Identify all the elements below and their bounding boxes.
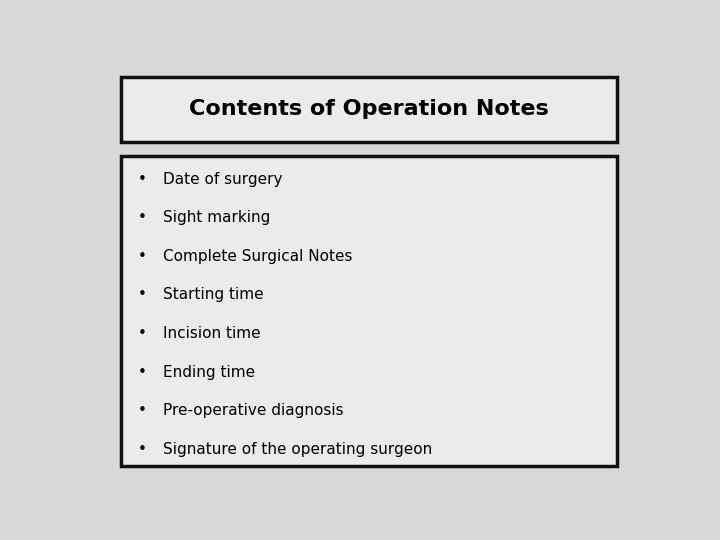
- Text: •: •: [138, 326, 146, 341]
- Text: Date of surgery: Date of surgery: [163, 172, 282, 187]
- Text: •: •: [138, 403, 146, 418]
- Text: •: •: [138, 249, 146, 264]
- Text: Ending time: Ending time: [163, 364, 255, 380]
- FancyBboxPatch shape: [121, 156, 617, 466]
- Text: Signature of the operating surgeon: Signature of the operating surgeon: [163, 442, 432, 457]
- FancyBboxPatch shape: [121, 77, 617, 141]
- Text: Contents of Operation Notes: Contents of Operation Notes: [189, 99, 549, 119]
- Text: Complete Surgical Notes: Complete Surgical Notes: [163, 249, 352, 264]
- Text: •: •: [138, 442, 146, 457]
- Text: •: •: [138, 210, 146, 225]
- Text: •: •: [138, 364, 146, 380]
- Text: •: •: [138, 287, 146, 302]
- Text: Sight marking: Sight marking: [163, 210, 270, 225]
- Text: Pre-operative diagnosis: Pre-operative diagnosis: [163, 403, 343, 418]
- Text: Starting time: Starting time: [163, 287, 264, 302]
- Text: •: •: [138, 172, 146, 187]
- Text: Incision time: Incision time: [163, 326, 260, 341]
